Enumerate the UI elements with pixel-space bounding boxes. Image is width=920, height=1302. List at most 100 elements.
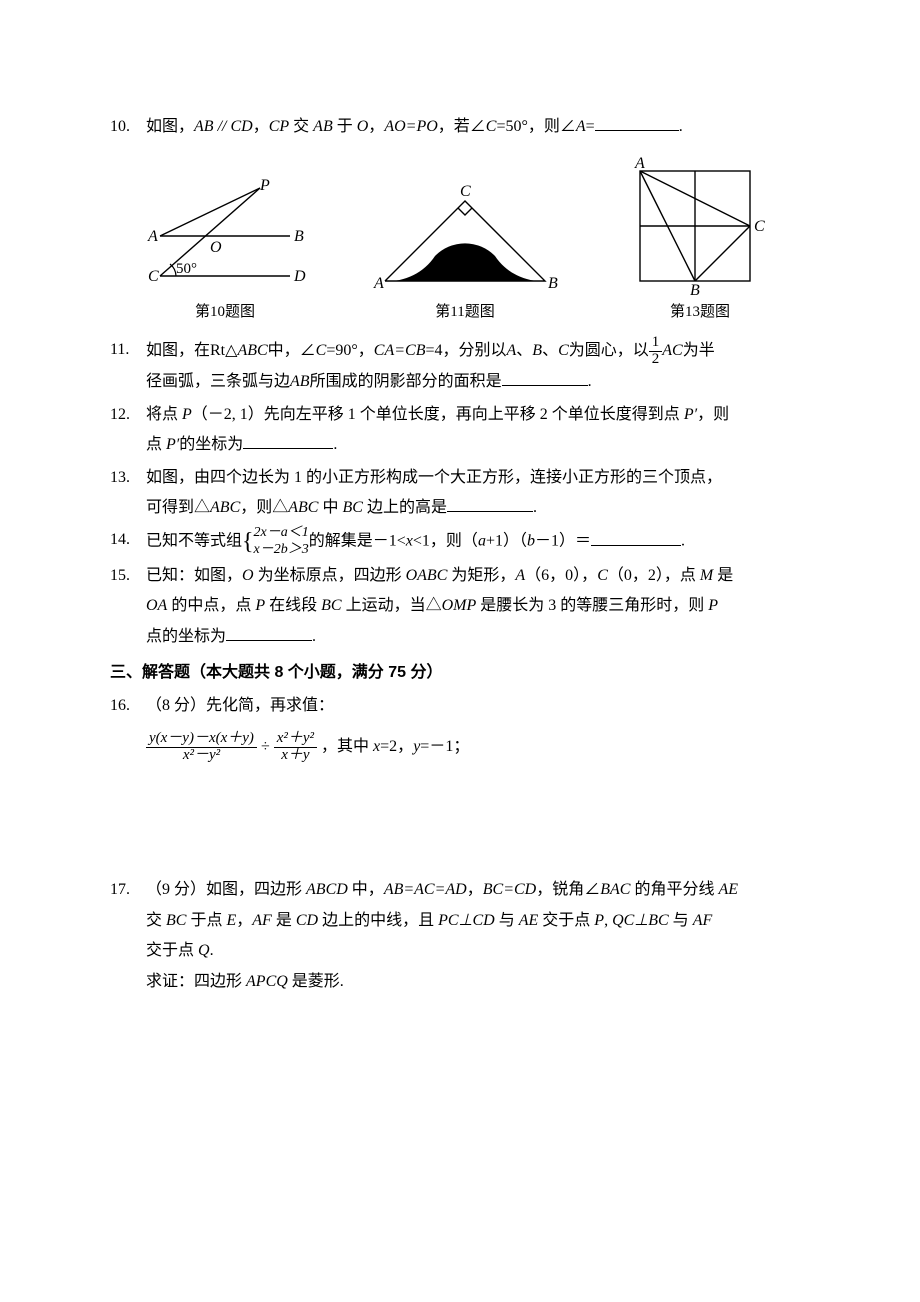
numerator: 1 (649, 335, 663, 352)
math: APCQ (246, 973, 288, 990)
figure-13: A C B 第13题图 (620, 156, 780, 327)
text: ， (368, 118, 384, 135)
fraction: 12 (649, 335, 663, 368)
text: =50°，则∠ (496, 118, 575, 135)
blank (502, 385, 588, 386)
text: 为半 (683, 342, 715, 359)
figure-11-svg: A B C (370, 176, 560, 296)
text: 的中点，点 (167, 597, 255, 614)
text: 交 (146, 912, 166, 929)
label-O: O (210, 239, 222, 256)
label-A: A (147, 228, 158, 245)
question-body: 如图，由四个边长为 1 的小正方形构成一个大正方形，连接小正方形的三个顶点， 可… (146, 463, 810, 524)
text: . (312, 628, 316, 645)
math: AB (313, 118, 333, 135)
text: 点 (146, 436, 166, 453)
math: x (406, 533, 413, 550)
math: P (255, 597, 265, 614)
question-10: 10. 如图，AB // CD，CP 交 AB 于 O，AO=PO，若∠C=50… (110, 112, 810, 142)
text: 如图， (146, 118, 194, 135)
math: BC (166, 912, 186, 929)
text: 点的坐标为 (146, 628, 226, 645)
text: 径画弧，三条弧与边 (146, 373, 290, 390)
text: =90°， (326, 342, 373, 359)
math: P (708, 597, 718, 614)
label-C: C (460, 183, 471, 200)
math: BC (342, 499, 362, 516)
text: . (679, 118, 683, 135)
question-number: 17. (110, 875, 146, 997)
question-15: 15. 已知：如图，O 为坐标原点，四边形 OABC 为矩形，A（6，0），C（… (110, 561, 810, 652)
label-C: C (148, 268, 159, 285)
figure-10-svg: A B C D O P 50° (140, 176, 310, 296)
blank (226, 640, 312, 641)
math: P′ (166, 436, 179, 453)
math: C (316, 342, 327, 359)
text: ，则 (697, 406, 729, 423)
text: 、 (516, 342, 532, 359)
math: P′ (684, 406, 697, 423)
math: OMP (442, 597, 477, 614)
question-14: 14. 已知不等式组{2x－a＜1x－2b＞3的解集是－1<x<1，则（a+1）… (110, 525, 810, 559)
math: A (515, 567, 525, 584)
text: 的角平分线 (630, 881, 718, 898)
blank (595, 130, 679, 131)
math: OABC (406, 567, 448, 584)
text: 如图，由四个边长为 1 的小正方形构成一个大正方形，连接小正方形的三个顶点， (146, 469, 722, 486)
text: 中， (348, 881, 384, 898)
text: =－1； (420, 738, 469, 755)
text: 交 (289, 118, 313, 135)
math: ABC (288, 499, 318, 516)
brace-icon: { (242, 530, 254, 554)
text: 是 (713, 567, 733, 584)
text: （9 分）如图，四边形 (146, 881, 306, 898)
question-17: 17. （9 分）如图，四边形 ABCD 中，AB=AC=AD，BC=CD，锐角… (110, 875, 810, 997)
question-12: 12. 将点 P（－2, 1）先向左平移 1 个单位长度，再向上平移 2 个单位… (110, 400, 810, 461)
text: 边上的高是 (363, 499, 447, 516)
figure-10: A B C D O P 50° 第10题图 (140, 176, 310, 327)
label-P: P (259, 177, 270, 194)
text: +1）（ (486, 533, 527, 550)
text: . (533, 499, 537, 516)
text: . (210, 942, 214, 959)
text: 是 (272, 912, 296, 929)
math: AF (252, 912, 272, 929)
text: 于点 (186, 912, 226, 929)
numerator: x²＋y² (274, 731, 317, 748)
text: ，若∠ (438, 118, 486, 135)
text: 与 (669, 912, 693, 929)
figure-13-caption: 第13题图 (620, 298, 780, 327)
question-number: 11. (110, 335, 146, 398)
text: 、 (542, 342, 558, 359)
text: 已知不等式组 (146, 533, 242, 550)
math: AB // CD (194, 118, 253, 135)
math: ABC (210, 499, 240, 516)
math: b (527, 533, 535, 550)
math: BC=CD (483, 881, 536, 898)
question-body: 已知不等式组{2x－a＜1x－2b＞3的解集是－1<x<1，则（a+1）（b－1… (146, 525, 810, 559)
text: 边上的中线，且 (318, 912, 438, 929)
text: 交于点 (538, 912, 594, 929)
text: 中，∠ (268, 342, 316, 359)
question-16: 16. （8 分）先化简，再求值： y(x－y)－x(x＋y)x²－y² ÷ x… (110, 691, 810, 764)
math: OA (146, 597, 167, 614)
question-number: 10. (110, 112, 146, 142)
angle-50: 50° (176, 261, 197, 277)
text: =2， (380, 738, 413, 755)
math: ABC (237, 342, 267, 359)
text: 于 (333, 118, 357, 135)
sys-row-2: x－2b＞3 (254, 542, 309, 557)
blank (243, 448, 333, 449)
math: AE (718, 881, 738, 898)
figure-10-caption: 第10题图 (140, 298, 310, 327)
math: AO=PO (384, 118, 437, 135)
text: 所围成的阴影部分的面积是 (310, 373, 502, 390)
denominator: x＋y (274, 748, 317, 764)
text: . (333, 436, 337, 453)
math: AF (693, 912, 713, 929)
question-number: 14. (110, 525, 146, 559)
figure-11: A B C 第11题图 (370, 176, 560, 327)
blank (447, 511, 533, 512)
text: 为矩形， (447, 567, 515, 584)
text: （8 分）先化简，再求值： (146, 697, 334, 714)
